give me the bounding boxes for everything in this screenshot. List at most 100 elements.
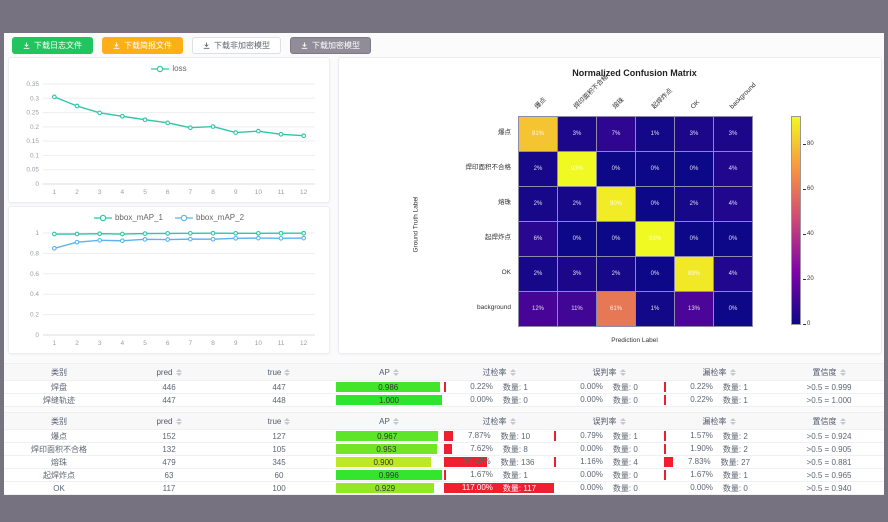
rate-value: 1.67% [470,469,493,479]
rate-value: 117.00% [461,482,493,492]
rate-text: 0.22% 数量: 1 [470,382,528,393]
data-point [119,113,125,119]
sort-icon[interactable] [509,368,516,376]
y-tick-label: 1 [35,230,39,237]
column-label: OK [689,98,702,111]
rate-text: 0.22% 数量: 1 [690,382,748,393]
sort-icon[interactable] [839,368,846,376]
dashboard: 下载日志文件 下载简报文件 下载非加密模型 下载加密模型 loss 0 0.05 0.… [4,33,884,495]
ap-cell: 1.000 [334,394,444,406]
legend-item-bbox_mAP_2[interactable]: bbox_mAP_2 [175,213,244,222]
column-header-pred[interactable]: pred [114,413,224,429]
legend-item-bbox_mAP_1[interactable]: bbox_mAP_1 [93,213,163,222]
column-header-误判率[interactable]: 误判率 [554,413,664,429]
x-tick-label: 7 [189,340,193,347]
rate-cell: 0.22% 数量: 1 [444,381,554,393]
category-cell: OK [53,483,65,493]
sort-icon[interactable] [175,368,182,376]
matrix-cell: 0% [597,152,635,186]
true-cell: 105 [272,444,286,454]
pred-cell: 479 [162,457,176,467]
matrix-cell: 1% [636,117,674,151]
toolbar: 下载日志文件 下载简报文件 下载非加密模型 下载加密模型 [12,37,371,54]
sort-icon[interactable] [392,417,399,425]
data-point [233,230,239,236]
rate-cell: 0.00% 数量: 0 [554,381,664,393]
rate-cell: 1.90% 数量: 2 [664,443,774,455]
rate-text: 0.00% 数量: 0 [580,470,638,481]
column-header-置信度[interactable]: 置信度 [774,364,884,380]
download-encrypted-model-button[interactable]: 下载加密模型 [290,37,371,54]
true-cell: 447 [272,382,286,392]
column-header-漏检率[interactable]: 漏检率 [664,364,774,380]
download-report-button[interactable]: 下载简报文件 [102,37,183,54]
sort-icon[interactable] [509,417,516,425]
data-point [233,235,239,241]
sort-icon[interactable] [839,417,846,425]
sort-icon[interactable] [619,368,626,376]
column-header-过检率[interactable]: 过检率 [444,364,554,380]
sort-icon[interactable] [284,417,291,425]
sort-icon[interactable] [729,368,736,376]
matrix-cell: 2% [597,257,635,291]
table-header-row: 类别 pred true AP 过检率 误判率 漏检率 置信度 [4,412,884,430]
download-unencrypted-model-button[interactable]: 下载非加密模型 [192,37,281,54]
data-point [142,117,148,123]
column-header-true[interactable]: true [224,413,334,429]
row-label: 熔珠 [498,199,511,206]
column-header-pred[interactable]: pred [114,364,224,380]
ap-bar: 0.986 [336,382,441,392]
data-point [255,230,261,236]
table-header-row: 类别 pred true AP 过检率 误判率 漏检率 置信度 [4,363,884,381]
button-label: 下载日志文件 [34,41,82,50]
pred-cell: 132 [162,444,176,454]
matrix-cell: 6% [519,222,557,256]
x-tick-label: 4 [121,189,125,196]
rate-cell: 0.00% 数量: 0 [554,394,664,406]
rate-value: 0.00% [470,394,493,404]
sort-icon[interactable] [619,417,626,425]
column-header-true[interactable]: true [224,364,334,380]
sort-icon[interactable] [392,368,399,376]
matrix-cell: 89% [675,257,713,291]
download-log-button[interactable]: 下载日志文件 [12,37,93,54]
rate-text: 1.90% 数量: 2 [690,444,748,455]
rate-bar [444,431,453,441]
defect-metrics-table: 类别 pred true AP 过检率 误判率 漏检率 置信度 爆点 152 127 0.967 7.8… [4,412,884,495]
matrix-cell: 2% [519,152,557,186]
x-tick-label: 6 [166,189,170,196]
matrix-cell: 2% [519,257,557,291]
column-header-置信度[interactable]: 置信度 [774,413,884,429]
chart-legend: bbox_mAP_1 bbox_mAP_2 [9,213,329,222]
column-header-误判率[interactable]: 误判率 [554,364,664,380]
sort-icon[interactable] [729,417,736,425]
ap-bar: 0.900 [336,457,431,467]
table-row: 熔珠 479 345 0.900 39.42% 数量: 136 1.16% 数量: 4 7.83… [4,456,884,469]
table-row: 焊盘 446 447 0.986 0.22% 数量: 1 0.00% 数量: 0 0.22% 数量… [4,381,884,394]
rate-text: 1.16% 数量: 4 [580,457,638,468]
category-cell: 焊盘 [51,382,67,392]
data-point [301,235,307,241]
pred-cell: 63 [164,470,174,480]
colorbar-tick: 40 [803,231,814,238]
sort-icon[interactable] [175,417,182,425]
sort-icon[interactable] [284,368,291,376]
matrix-cell: 0% [714,222,752,256]
x-tick-label: 3 [98,189,102,196]
x-tick-label: 2 [75,189,79,196]
column-header-AP[interactable]: AP [334,364,444,380]
legend-item-loss[interactable]: loss [151,64,187,73]
loss-chart-card: loss 0 0.05 0.1 0.15 0.2 0.25 0.3 0.35 1 2 3 4 5 6 7 8 9 1… [8,57,330,203]
matrix-cell: 2% [675,187,713,221]
rate-bar [444,483,554,493]
column-header-过检率[interactable]: 过检率 [444,413,554,429]
rate-count: 数量: 1 [502,470,528,480]
map-chart-card: bbox_mAP_1 bbox_mAP_2 0 0.2 0.4 0.6 0.8 1 1 2 3 4 5 6… [8,206,330,354]
matrix-cell: 0% [636,187,674,221]
colorbar [791,116,801,325]
column-header-漏检率[interactable]: 漏检率 [664,413,774,429]
rate-value: 7.87% [467,430,491,440]
download-icon [113,42,120,49]
y-tick-label: 0.6 [30,271,39,278]
column-header-AP[interactable]: AP [334,413,444,429]
